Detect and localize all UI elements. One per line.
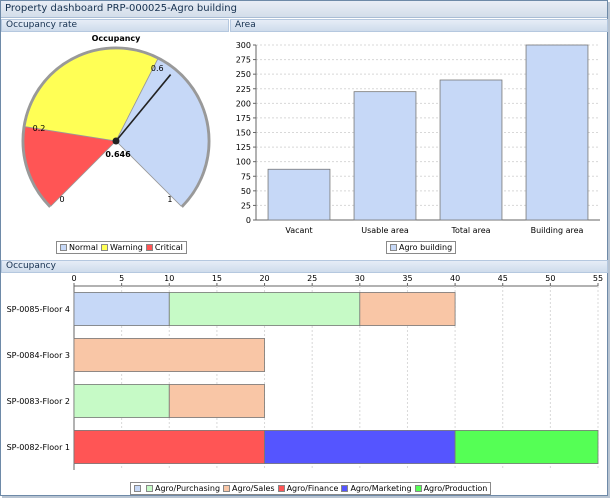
occ-legend-swatch: [341, 485, 349, 492]
gauge-tick-label: 0.2: [33, 124, 46, 133]
area-y-tick-label: 300: [236, 41, 251, 50]
gauge-legend-label: Warning: [109, 243, 143, 252]
area-category-label: Total area: [450, 226, 490, 235]
occ-category-label: SP-0085-Floor 4: [7, 305, 70, 314]
occ-category-label: SP-0084-Floor 3: [7, 351, 70, 360]
area-y-tick-label: 100: [236, 158, 251, 167]
area-legend-swatch: [390, 244, 397, 251]
occ-legend-swatch: [134, 485, 141, 492]
gauge-legend-label: Critical: [154, 243, 183, 252]
occ-bar-segment: [264, 430, 456, 464]
area-category-label: Usable area: [361, 226, 409, 235]
gauge-legend-swatch: [145, 244, 153, 251]
gauge-legend-swatch: [100, 244, 108, 251]
occ-bar-segment: [359, 292, 456, 326]
area-category-label: Vacant: [285, 226, 312, 235]
occ-category-label: SP-0083-Floor 2: [7, 397, 70, 406]
occ-bar-segment: [73, 338, 265, 372]
occupancy-header: Occupancy: [1, 260, 608, 273]
area-category-label: Building area: [531, 226, 584, 235]
area-y-tick-label: 250: [236, 70, 251, 79]
area-y-tick-label: 225: [236, 85, 251, 94]
area-y-tick-label: 150: [236, 129, 251, 138]
area-bar: [353, 91, 417, 221]
occ-legend-item: Agro/Marketing: [341, 484, 412, 493]
gauge-tick-label: 0.6: [151, 64, 164, 73]
occ-legend-label: Agro/Marketing: [350, 484, 412, 493]
area-bar: [439, 79, 503, 221]
gauge-legend-item: Critical: [145, 243, 183, 252]
gauge-legend-item: Normal: [60, 243, 98, 252]
area-legend-label: Agro building: [399, 243, 453, 252]
occ-legend-swatch: [146, 485, 153, 492]
area-bar: [267, 168, 331, 221]
area-y-tick-label: 275: [236, 56, 251, 65]
occ-x-tick-label: 25: [307, 274, 317, 283]
occupancy-gauge: Occupancy 0 0.2 0.6 1 0.646: [21, 34, 211, 208]
gauge-legend: Normal Warning Critical: [56, 241, 187, 254]
occ-legend-swatch: [277, 485, 285, 492]
occ-x-tick-label: 50: [545, 274, 555, 283]
occ-legend-label: Agro/Purchasing: [155, 484, 221, 493]
gauge-legend-swatch: [60, 244, 67, 251]
occ-legend-label: Agro/Sales: [232, 484, 275, 493]
occ-x-tick-label: 20: [259, 274, 269, 283]
occ-x-tick-label: 5: [119, 274, 124, 283]
occ-legend-item: Agro/Sales: [223, 484, 275, 493]
gauge-legend-item: Warning: [100, 243, 143, 252]
area-y-tick-label: 175: [236, 114, 251, 123]
area-y-tick-label: 125: [236, 143, 251, 152]
occ-legend-label: Agro/Finance: [286, 484, 339, 493]
area-y-tick-label: 0: [246, 216, 251, 225]
gauge-tick-label: 0: [59, 195, 64, 204]
area-y-tick-label: 75: [241, 172, 251, 181]
area-header: Area: [230, 19, 608, 32]
area-bar-chart: 0 25 50 75 100 125 150 175 200 225 250 275 300 Vacant…: [236, 41, 600, 235]
area-legend: Agro building: [386, 241, 457, 254]
gauge-band-critical: [23, 126, 117, 207]
occ-x-tick-label: 10: [164, 274, 174, 283]
gauge-band-normal: [115, 58, 209, 207]
area-y-tick-label: 50: [241, 187, 251, 196]
occ-x-tick-label: 30: [355, 274, 365, 283]
occ-legend-swatch: [414, 485, 422, 492]
occ-x-tick-label: 40: [450, 274, 460, 283]
occupancy-legend: Agro/Purchasing Agro/Sales Agro/Finance Agr…: [130, 482, 492, 495]
occ-legend-swatch: [223, 485, 231, 492]
occ-legend-item: [134, 485, 143, 492]
occ-legend-item: Agro/Finance: [277, 484, 339, 493]
occ-bar-segment: [73, 430, 265, 464]
occupancy-rate-header: Occupancy rate: [1, 19, 229, 32]
gauge-tick-label: 1: [167, 195, 172, 204]
gauge-needle-hub: [112, 137, 120, 145]
occ-x-tick-label: 55: [593, 274, 603, 283]
occ-x-tick-label: 45: [498, 274, 508, 283]
occ-x-tick-label: 0: [71, 274, 76, 283]
occ-x-tick-label: 35: [402, 274, 412, 283]
occ-category-label: SP-0082-Floor 1: [7, 443, 70, 452]
gauge-value-label: 0.646: [105, 150, 131, 159]
occ-legend-item: Agro/Production: [414, 484, 488, 493]
area-legend-item: Agro building: [390, 243, 452, 252]
area-bar: [525, 44, 589, 221]
occ-x-tick-label: 15: [212, 274, 222, 283]
occ-bar-segment: [454, 430, 599, 464]
occ-bar-segment: [168, 292, 361, 326]
gauge-legend-label: Normal: [69, 243, 98, 252]
gauge-rim: [21, 46, 211, 208]
occupancy-stacked-chart: 0 5 10 15 20 25 30 35 40 45 50 55 SP-0085-Floor 4 SP-…: [7, 274, 603, 470]
occ-bar-segment: [73, 292, 170, 326]
occ-legend-item: Agro/Purchasing: [146, 484, 220, 493]
gauge-title: Occupancy: [92, 34, 142, 43]
gauge-needle: [115, 74, 172, 142]
area-y-tick-label: 25: [241, 201, 251, 210]
occ-bar-segment: [168, 384, 265, 418]
occ-legend-label: Agro/Production: [423, 484, 488, 493]
occ-bar-segment: [73, 384, 170, 418]
window-title: Property dashboard PRP-000025-Agro build…: [1, 1, 607, 18]
area-y-tick-label: 200: [236, 99, 251, 108]
gauge-band-warning: [24, 48, 159, 142]
